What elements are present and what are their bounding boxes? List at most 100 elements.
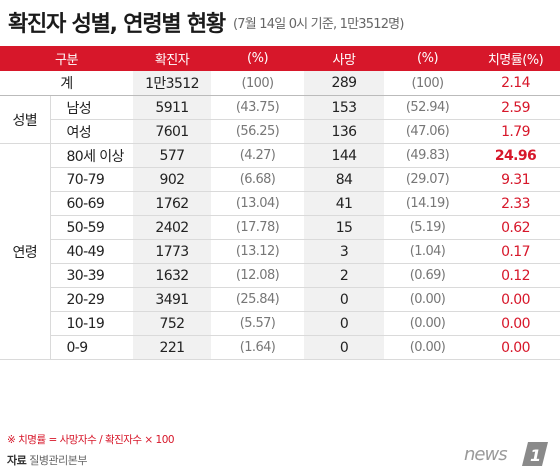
deaths-cell: 0 (304, 287, 385, 312)
confirmed-cell: 1773 (133, 239, 212, 264)
confirmed-cell: 1762 (133, 191, 212, 216)
fatality-rate-cell: 0.17 (471, 239, 560, 264)
deaths-cell: 41 (304, 191, 385, 216)
deaths-cell: 136 (304, 119, 385, 144)
deaths-pct-cell: (0.00) (384, 335, 472, 360)
fatality-rate-cell: 0.12 (471, 263, 560, 288)
deaths-cell: 2 (304, 263, 385, 288)
logo-mark-icon (522, 442, 548, 466)
deaths-cell: 15 (304, 215, 385, 240)
page-subtitle: (7월 14일 0시 기준, 1만3512명) (233, 16, 404, 32)
confirmed-pct-cell: (13.12) (211, 239, 305, 264)
header-deaths-pct: (%) (384, 46, 472, 71)
row-label: 70-79 (50, 167, 134, 192)
confirmed-cell: 752 (133, 311, 212, 336)
deaths-pct-cell: (47.06) (384, 119, 472, 144)
confirmed-pct-cell: (6.68) (211, 167, 305, 192)
fatality-rate-cell: 0.00 (471, 335, 560, 360)
table-header-row: 구분 확진자 (%) 사망 (%) 치명률(%) (0, 46, 560, 71)
confirmed-pct-cell: (17.78) (211, 215, 305, 240)
header-fatality-rate: 치명률(%) (471, 46, 560, 71)
confirmed-cell: 2402 (133, 215, 212, 240)
confirmed-cell: 3491 (133, 287, 212, 312)
news1-logo: news 1 (464, 442, 548, 466)
confirmed-pct-cell: (4.27) (211, 143, 305, 168)
deaths-pct-cell: (0.69) (384, 263, 472, 288)
fatality-rate-cell: 2.33 (471, 191, 560, 216)
confirmed-cell: 5911 (133, 95, 212, 120)
header-confirmed: 확진자 (133, 46, 212, 71)
fatality-rate-cell: 0.00 (471, 311, 560, 336)
deaths-cell: 0 (304, 335, 385, 360)
row-label: 0-9 (50, 335, 134, 360)
row-label: 40-49 (50, 239, 134, 264)
fatality-rate-cell: 2.59 (471, 95, 560, 120)
confirmed-cell: 577 (133, 143, 212, 168)
table-row: 여성 7601 (56.25) 136 (47.06) 1.79 (0, 119, 560, 144)
header-deaths: 사망 (304, 46, 385, 71)
confirmed-pct-cell: (13.04) (211, 191, 305, 216)
deaths-pct-cell: (52.94) (384, 95, 472, 120)
table-row-total: 계 1만3512 (100) 289 (100) 2.14 (0, 71, 560, 96)
fatality-rate-cell: 0.62 (471, 215, 560, 240)
table-row: 50-59 2402 (17.78) 15 (5.19) 0.62 (0, 215, 560, 240)
table-row: 연령 80세 이상 577 (4.27) 144 (49.83) 24.96 (0, 143, 560, 360)
deaths-pct-cell: (0.00) (384, 287, 472, 312)
deaths-cell: 144 (304, 143, 385, 168)
fatality-rate-cell: 24.96 (471, 143, 560, 168)
table-row: 30-39 1632 (12.08) 2 (0.69) 0.12 (0, 263, 560, 288)
deaths-pct-cell: (100) (384, 71, 472, 96)
confirmed-pct-cell: (56.25) (211, 119, 305, 144)
deaths-cell: 289 (304, 71, 385, 96)
table-row: 20-29 3491 (25.84) 0 (0.00) 0.00 (0, 287, 560, 312)
deaths-cell: 3 (304, 239, 385, 264)
deaths-pct-cell: (5.19) (384, 215, 472, 240)
confirmed-cell: 1632 (133, 263, 212, 288)
row-label: 20-29 (50, 287, 134, 312)
header-confirmed-pct: (%) (211, 46, 305, 71)
category-age: 연령 (0, 143, 51, 360)
confirmed-cell: 7601 (133, 119, 212, 144)
category-sex: 성별 (0, 95, 51, 144)
table-row: 70-79 902 (6.68) 84 (29.07) 9.31 (0, 167, 560, 192)
source-credit: 자료 질병관리본부 (7, 452, 87, 468)
table-row: 0-9 221 (1.64) 0 (0.00) 0.00 (0, 335, 560, 360)
row-label: 80세 이상 (50, 143, 134, 168)
deaths-cell: 84 (304, 167, 385, 192)
fatality-rate-cell: 1.79 (471, 119, 560, 144)
title: 확진자 성별, 연령별 현황 (7월 14일 0시 기준, 1만3512명) (8, 6, 556, 40)
deaths-pct-cell: (49.83) (384, 143, 472, 168)
table-row: 성별 남성 5911 (43.75) 153 (52.94) 2.59 (0, 95, 560, 144)
stats-table: 구분 확진자 (%) 사망 (%) 치명률(%) 계 1만3512 (100) … (0, 46, 560, 360)
header-category: 구분 (0, 46, 134, 71)
row-label: 남성 (50, 95, 134, 120)
confirmed-pct-cell: (43.75) (211, 95, 305, 120)
deaths-pct-cell: (14.19) (384, 191, 472, 216)
source-value: 질병관리본부 (29, 454, 87, 467)
logo-mark-text: 1 (530, 446, 541, 465)
confirmed-pct-cell: (12.08) (211, 263, 305, 288)
table-row: 60-69 1762 (13.04) 41 (14.19) 2.33 (0, 191, 560, 216)
confirmed-pct-cell: (1.64) (211, 335, 305, 360)
logo-text: news (464, 444, 507, 465)
deaths-pct-cell: (0.00) (384, 311, 472, 336)
row-label: 계 (0, 71, 134, 96)
fatality-rate-cell: 2.14 (471, 71, 560, 96)
deaths-cell: 153 (304, 95, 385, 120)
source-label: 자료 (7, 454, 27, 467)
row-label: 60-69 (50, 191, 134, 216)
table-row: 40-49 1773 (13.12) 3 (1.04) 0.17 (0, 239, 560, 264)
table-row: 10-19 752 (5.57) 0 (0.00) 0.00 (0, 311, 560, 336)
confirmed-pct-cell: (100) (211, 71, 305, 96)
confirmed-pct-cell: (25.84) (211, 287, 305, 312)
row-label: 여성 (50, 119, 134, 144)
footnote: ※ 치명률 = 사망자수 / 확진자수 × 100 (7, 434, 175, 446)
confirmed-cell: 902 (133, 167, 212, 192)
deaths-pct-cell: (29.07) (384, 167, 472, 192)
confirmed-pct-cell: (5.57) (211, 311, 305, 336)
confirmed-cell: 1만3512 (133, 71, 212, 96)
page-title: 확진자 성별, 연령별 현황 (8, 12, 226, 37)
row-label: 30-39 (50, 263, 134, 288)
row-label: 50-59 (50, 215, 134, 240)
row-label: 10-19 (50, 311, 134, 336)
